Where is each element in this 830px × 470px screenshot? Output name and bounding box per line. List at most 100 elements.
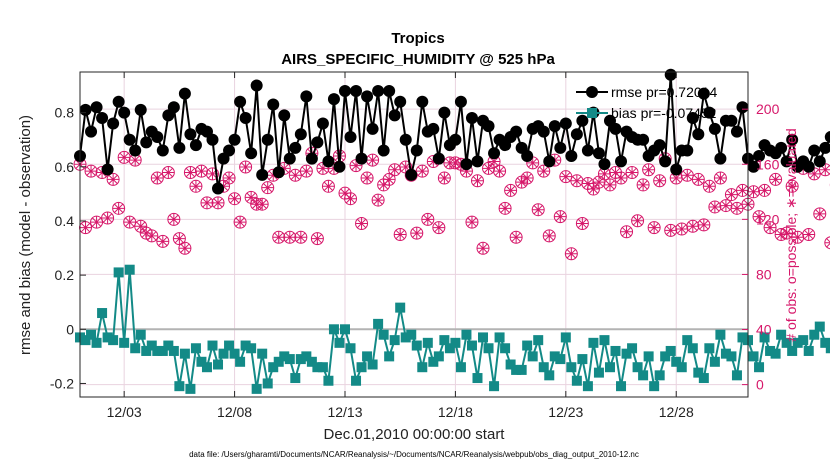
bias-point bbox=[544, 370, 555, 381]
bias-point bbox=[323, 375, 334, 386]
evaluated-obs-point bbox=[118, 151, 131, 164]
bias-point bbox=[665, 345, 676, 356]
bias-point bbox=[671, 356, 682, 367]
evaluated-obs-point bbox=[598, 167, 611, 180]
rmse-point bbox=[725, 114, 738, 127]
evaluated-obs-point bbox=[780, 227, 793, 240]
evaluated-obs-series bbox=[74, 147, 830, 260]
x-tick-label: 12/03 bbox=[107, 404, 142, 420]
bias-point bbox=[621, 348, 632, 359]
legend-bias-label: bias pr=-0.07452 bbox=[611, 105, 717, 121]
bias-point bbox=[279, 351, 290, 362]
bias-point bbox=[251, 383, 262, 394]
evaluated-obs-point bbox=[554, 210, 567, 223]
rmse-point bbox=[438, 106, 451, 119]
bias-point bbox=[317, 362, 328, 373]
bias-point bbox=[201, 362, 212, 373]
bias-point bbox=[693, 367, 704, 378]
rmse-point bbox=[322, 155, 335, 168]
evaluated-obs-point bbox=[438, 172, 451, 185]
legend-bias-marker bbox=[587, 108, 597, 118]
bias-point bbox=[417, 362, 428, 373]
rmse-point bbox=[670, 163, 683, 176]
bias-point bbox=[494, 332, 505, 343]
evaluated-obs-point bbox=[101, 211, 114, 224]
bias-point bbox=[174, 381, 185, 392]
bias-point bbox=[455, 362, 466, 373]
y-tick-label: 0.2 bbox=[55, 267, 75, 283]
rmse-point bbox=[344, 131, 357, 143]
rmse-point bbox=[366, 122, 379, 135]
evaluated-obs-point bbox=[648, 221, 661, 234]
evaluated-obs-point bbox=[283, 231, 296, 244]
rmse-point bbox=[565, 149, 578, 162]
bias-point bbox=[803, 345, 814, 356]
bias-point bbox=[290, 373, 301, 384]
evaluated-obs-point bbox=[576, 217, 589, 230]
evaluated-obs-point bbox=[212, 196, 225, 209]
y2-tick-label: 160 bbox=[756, 156, 780, 172]
rmse-point bbox=[819, 141, 830, 154]
evaluated-obs-point bbox=[394, 228, 407, 241]
evaluated-obs-point bbox=[96, 166, 109, 179]
x-tick-label: 12/23 bbox=[548, 404, 583, 420]
bias-point bbox=[130, 343, 141, 354]
rmse-point bbox=[714, 152, 727, 165]
rmse-point bbox=[140, 136, 153, 149]
evaluated-obs-point bbox=[151, 172, 164, 185]
evaluated-obs-point bbox=[747, 185, 760, 198]
evaluated-obs-point bbox=[697, 218, 710, 231]
evaluated-obs-point bbox=[510, 231, 523, 244]
rmse-point bbox=[123, 133, 136, 146]
bias-point bbox=[649, 381, 660, 392]
rmse-point bbox=[327, 93, 340, 106]
bias-point bbox=[97, 308, 108, 319]
bias-point bbox=[610, 345, 621, 356]
bias-point bbox=[682, 335, 693, 346]
evaluated-obs-point bbox=[223, 172, 236, 185]
bias-point bbox=[709, 356, 720, 367]
rmse-point bbox=[79, 103, 92, 116]
y2-tick-label: 120 bbox=[756, 211, 780, 227]
bias-point bbox=[704, 343, 715, 354]
evaluated-obs-point bbox=[642, 163, 655, 176]
rmse-point bbox=[338, 84, 351, 97]
bias-point bbox=[654, 370, 665, 381]
rmse-point bbox=[576, 114, 589, 127]
rmse-point bbox=[659, 155, 672, 168]
bias-point bbox=[422, 337, 433, 348]
evaluated-obs-point bbox=[477, 242, 490, 255]
rmse-point bbox=[223, 144, 236, 157]
rmse-point bbox=[228, 133, 241, 146]
bias-point bbox=[593, 367, 604, 378]
chart-title: Tropics bbox=[391, 30, 444, 47]
rmse-point bbox=[416, 95, 429, 108]
bias-point bbox=[168, 345, 179, 356]
evaluated-obs-point bbox=[537, 165, 550, 178]
evaluated-obs-point bbox=[156, 235, 169, 248]
rmse-point bbox=[615, 155, 628, 168]
evaluated-obs-point bbox=[388, 163, 401, 176]
evaluated-obs-point bbox=[311, 232, 324, 245]
rmse-point bbox=[151, 131, 164, 143]
bias-point bbox=[268, 362, 279, 373]
rmse-point bbox=[85, 125, 98, 138]
rmse-point bbox=[90, 101, 103, 114]
evaluated-obs-point bbox=[703, 180, 716, 193]
evaluated-obs-point bbox=[493, 165, 506, 178]
evaluated-obs-point bbox=[526, 156, 539, 169]
rmse-point bbox=[350, 84, 363, 97]
evaluated-obs-point bbox=[609, 166, 622, 179]
rmse-point bbox=[808, 144, 821, 157]
rmse-point bbox=[753, 149, 766, 162]
evaluated-obs-point bbox=[245, 191, 258, 204]
evaluated-obs-point bbox=[145, 229, 158, 242]
evaluated-obs-point bbox=[338, 187, 351, 200]
bias-point bbox=[466, 340, 477, 351]
bias-point bbox=[179, 348, 190, 359]
evaluated-obs-point bbox=[239, 161, 252, 174]
bias-point bbox=[731, 370, 742, 381]
rmse-point bbox=[537, 125, 550, 138]
bias-point bbox=[240, 340, 251, 351]
